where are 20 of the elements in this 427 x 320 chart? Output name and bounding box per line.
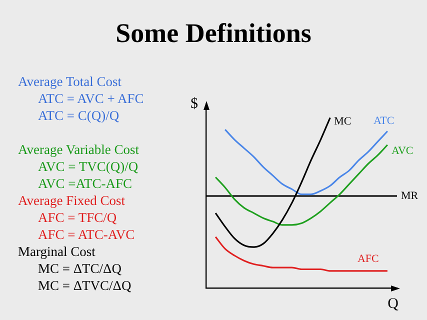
text: Average Fixed Cost — [18, 192, 126, 209]
text: AVC =ATC-AFC — [37, 175, 134, 192]
series-label: MR — [401, 190, 419, 202]
text: Average Total Cost — [18, 73, 123, 90]
x-axis-title: Q — [388, 296, 399, 312]
series-label: MC — [334, 116, 352, 128]
text: Marginal Cost — [18, 243, 96, 260]
chart-title: Some Definitions — [114, 18, 312, 49]
y-axis-title: $ — [190, 96, 198, 112]
text: Average Variable Cost — [18, 141, 140, 158]
text: AVC = TVC(Q)/Q — [37, 158, 140, 175]
text: MC = ΔTC/ΔQ — [37, 260, 122, 277]
text: ATC = C(Q)/Q — [37, 107, 120, 124]
series-label: ATC — [373, 115, 394, 128]
text: AFC = ATC-AVC — [37, 226, 136, 243]
text: AFC = TFC/Q — [37, 209, 118, 226]
series-label: AFC — [357, 252, 379, 265]
text: ATC = AVC + AFC — [37, 90, 144, 107]
series-label: AVC — [391, 144, 414, 157]
text: MC = ΔTVC/ΔQ — [37, 277, 132, 294]
